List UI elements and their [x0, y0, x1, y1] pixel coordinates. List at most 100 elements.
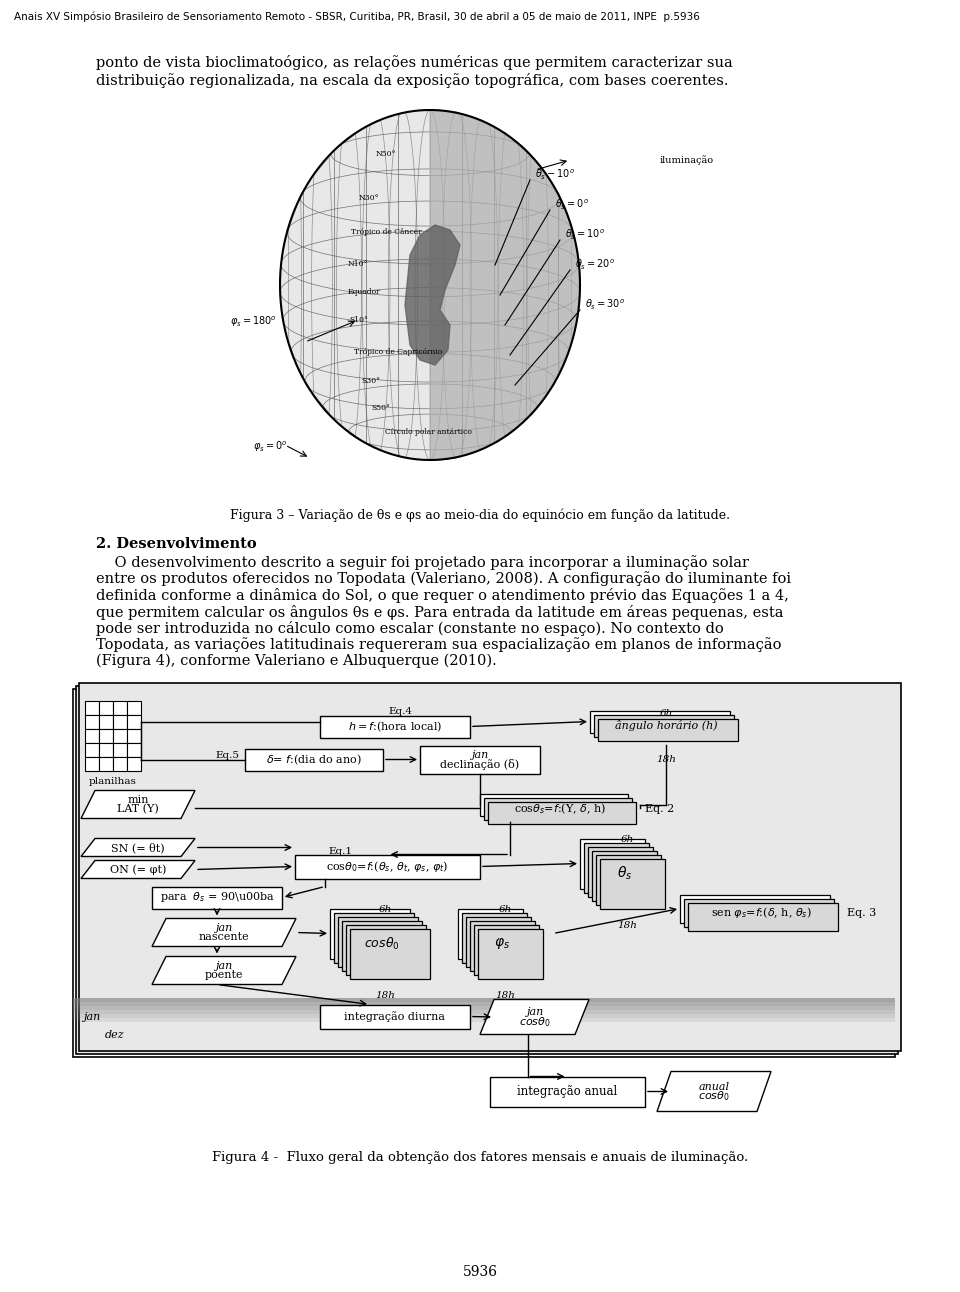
Bar	[73, 1005, 895, 1009]
Bar	[600, 858, 665, 908]
Text: entre os produtos oferecidos no Topodata (Valeriano, 2008). A configuração do il: entre os produtos oferecidos no Topodata…	[96, 571, 791, 587]
Bar	[85, 700, 99, 714]
Bar	[99, 743, 113, 757]
Text: Equador: Equador	[348, 288, 380, 296]
Text: nascente: nascente	[199, 933, 250, 942]
Text: poente: poente	[204, 970, 243, 981]
Text: $\varphi_s=180^o$: $\varphi_s=180^o$	[230, 315, 276, 329]
Bar	[85, 743, 99, 757]
Text: $\theta_s=0^o$: $\theta_s=0^o$	[555, 198, 588, 212]
Bar	[592, 850, 657, 901]
Text: $\varphi_s$: $\varphi_s$	[494, 935, 511, 951]
Polygon shape	[657, 1071, 771, 1111]
Text: anual: anual	[699, 1081, 730, 1092]
Bar	[99, 757, 113, 770]
Bar	[127, 757, 141, 770]
Text: 18h: 18h	[617, 921, 637, 930]
Text: $\theta_s=20^o$: $\theta_s=20^o$	[575, 258, 615, 273]
Text: Eq. 2: Eq. 2	[645, 805, 674, 814]
Bar	[73, 1009, 895, 1013]
Text: LAT (Y): LAT (Y)	[117, 804, 158, 814]
Bar	[85, 714, 99, 729]
Bar	[584, 842, 649, 893]
Polygon shape	[405, 225, 460, 366]
Bar	[420, 745, 540, 774]
Bar	[688, 903, 838, 930]
Polygon shape	[81, 839, 195, 857]
Text: definida conforme a dinâmica do Sol, o que requer o atendimento prévio das Equaç: definida conforme a dinâmica do Sol, o q…	[96, 588, 789, 603]
Text: pode ser introduzida no cálculo como escalar (constante no espaço). No contexto : pode ser introduzida no cálculo como esc…	[96, 621, 724, 636]
Polygon shape	[152, 956, 296, 985]
Text: 6h: 6h	[499, 906, 512, 915]
Bar	[338, 916, 418, 966]
Text: cos$\theta_s$=$f$:(Y, $\delta$, h): cos$\theta_s$=$f$:(Y, $\delta$, h)	[514, 801, 606, 815]
Bar	[127, 714, 141, 729]
Bar	[320, 1004, 470, 1028]
Polygon shape	[280, 110, 580, 460]
Text: 5936: 5936	[463, 1265, 497, 1279]
Bar	[484, 797, 632, 819]
Text: $\theta_s-10^o$: $\theta_s-10^o$	[535, 168, 575, 182]
Text: min: min	[128, 795, 149, 805]
Bar	[85, 757, 99, 770]
Text: 18h: 18h	[375, 991, 395, 1000]
Text: 6h: 6h	[378, 906, 392, 915]
Text: Eq. 3: Eq. 3	[847, 908, 876, 919]
Text: S30°: S30°	[361, 377, 380, 385]
Text: ponto de vista bioclimatoógico, as relações numéricas que permitem caracterizar : ponto de vista bioclimatoógico, as relaç…	[96, 56, 732, 70]
Text: N50°: N50°	[375, 150, 396, 158]
Bar	[470, 920, 535, 970]
Text: $cos\theta_0$: $cos\theta_0$	[698, 1089, 730, 1103]
Text: $\theta_s=30^o$: $\theta_s=30^o$	[585, 298, 625, 313]
Text: O desenvolvimento descrito a seguir foi projetado para incorporar a iluminação s: O desenvolvimento descrito a seguir foi …	[96, 556, 749, 570]
Bar	[480, 793, 628, 815]
Text: $h=f$:(hora local): $h=f$:(hora local)	[348, 720, 443, 734]
Bar	[79, 682, 901, 1050]
Text: 2. Desenvolvimento: 2. Desenvolvimento	[96, 537, 256, 550]
Bar	[127, 729, 141, 743]
Text: 6h: 6h	[621, 836, 635, 845]
Bar	[330, 908, 410, 959]
Text: ON (= φt): ON (= φt)	[109, 864, 166, 875]
Bar	[598, 718, 738, 740]
Text: N30°: N30°	[358, 194, 379, 202]
Text: N10°: N10°	[348, 260, 369, 267]
Text: sen $\varphi_s$=$f$:($\delta$, h, $\theta_s$): sen $\varphi_s$=$f$:($\delta$, h, $\thet…	[710, 904, 811, 920]
Bar	[73, 1001, 895, 1005]
Text: jan: jan	[215, 922, 232, 933]
Bar	[73, 997, 895, 1001]
Bar	[73, 689, 895, 1057]
Bar	[350, 929, 430, 978]
Bar	[113, 714, 127, 729]
Polygon shape	[81, 860, 195, 879]
Text: declinação (δ): declinação (δ)	[441, 758, 519, 770]
Bar	[684, 898, 834, 926]
Text: jan: jan	[526, 1008, 543, 1017]
Bar	[680, 894, 830, 922]
Bar	[588, 846, 653, 897]
Text: $\varphi_s=0^o$: $\varphi_s=0^o$	[253, 441, 287, 455]
Polygon shape	[152, 919, 296, 947]
Bar	[76, 686, 898, 1053]
Bar	[334, 912, 414, 963]
Text: integração diurna: integração diurna	[345, 1012, 445, 1022]
Bar	[320, 716, 470, 738]
Bar	[73, 1018, 895, 1022]
Polygon shape	[81, 791, 195, 819]
Text: jan: jan	[471, 749, 489, 760]
Text: Trópico de Câncer: Trópico de Câncer	[351, 229, 422, 236]
Text: Eq.4: Eq.4	[388, 708, 412, 717]
Bar	[85, 729, 99, 743]
Polygon shape	[480, 1000, 589, 1035]
Text: S10°: S10°	[349, 317, 368, 324]
Text: S50°: S50°	[372, 403, 390, 411]
Bar	[346, 925, 426, 974]
Bar	[99, 700, 113, 714]
Bar	[127, 700, 141, 714]
Text: 18h: 18h	[656, 756, 676, 765]
Bar	[466, 916, 531, 966]
Bar	[478, 929, 543, 978]
Text: $cos\theta_0$: $cos\theta_0$	[364, 935, 400, 951]
Text: SN (= θt): SN (= θt)	[111, 842, 165, 853]
Bar	[458, 908, 523, 959]
